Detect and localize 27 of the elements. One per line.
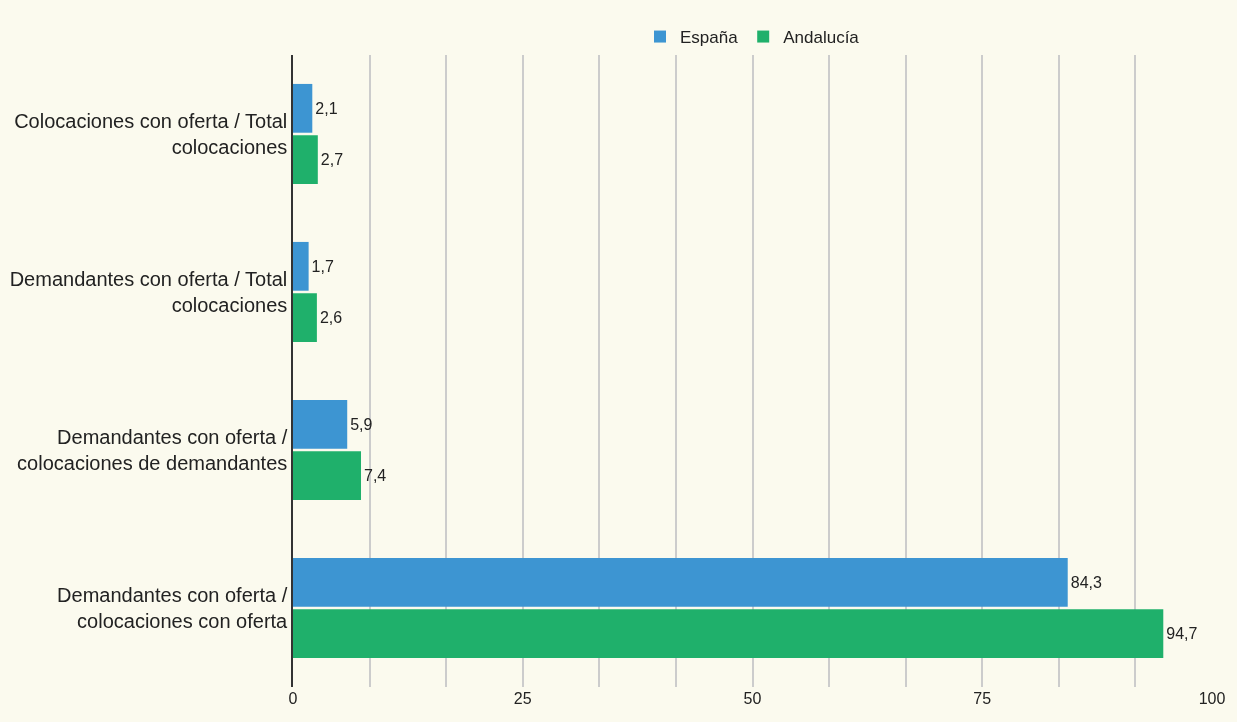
bar	[293, 241, 309, 291]
y-tick-label: Demandantes con oferta / Total colocaciones	[9, 268, 288, 316]
data-label: 1,7	[311, 257, 334, 275]
y-tick-label: Demandantes con oferta / colocaciones de demandantes	[17, 426, 288, 474]
data-label: 94,7	[1166, 625, 1198, 643]
bar	[293, 83, 313, 133]
x-tick-label: 75	[973, 690, 992, 707]
data-label: 2,6	[319, 309, 343, 327]
bar	[293, 293, 317, 343]
data-label: 84,3	[1070, 573, 1102, 591]
bar	[293, 135, 318, 185]
legend-label: España	[680, 28, 739, 48]
x-tick-label: 50	[743, 690, 762, 707]
bar	[293, 557, 1068, 607]
bar	[293, 399, 348, 449]
y-tick-label: Colocaciones con oferta / Total colocaciones	[14, 110, 288, 158]
bar	[293, 451, 362, 501]
x-tick-label: 25	[513, 690, 532, 707]
x-tick-label: 100	[1198, 690, 1226, 707]
data-label: 7,4	[364, 467, 387, 485]
data-label: 5,9	[350, 415, 373, 433]
bar	[293, 609, 1164, 659]
data-label: 2,1	[315, 99, 338, 117]
data-label: 2,7	[320, 151, 344, 169]
legend-label: Andalucía	[783, 28, 860, 48]
x-tick-label: 0	[288, 690, 298, 707]
y-tick-label: Demandantes con oferta / colocaciones con oferta	[57, 584, 289, 632]
